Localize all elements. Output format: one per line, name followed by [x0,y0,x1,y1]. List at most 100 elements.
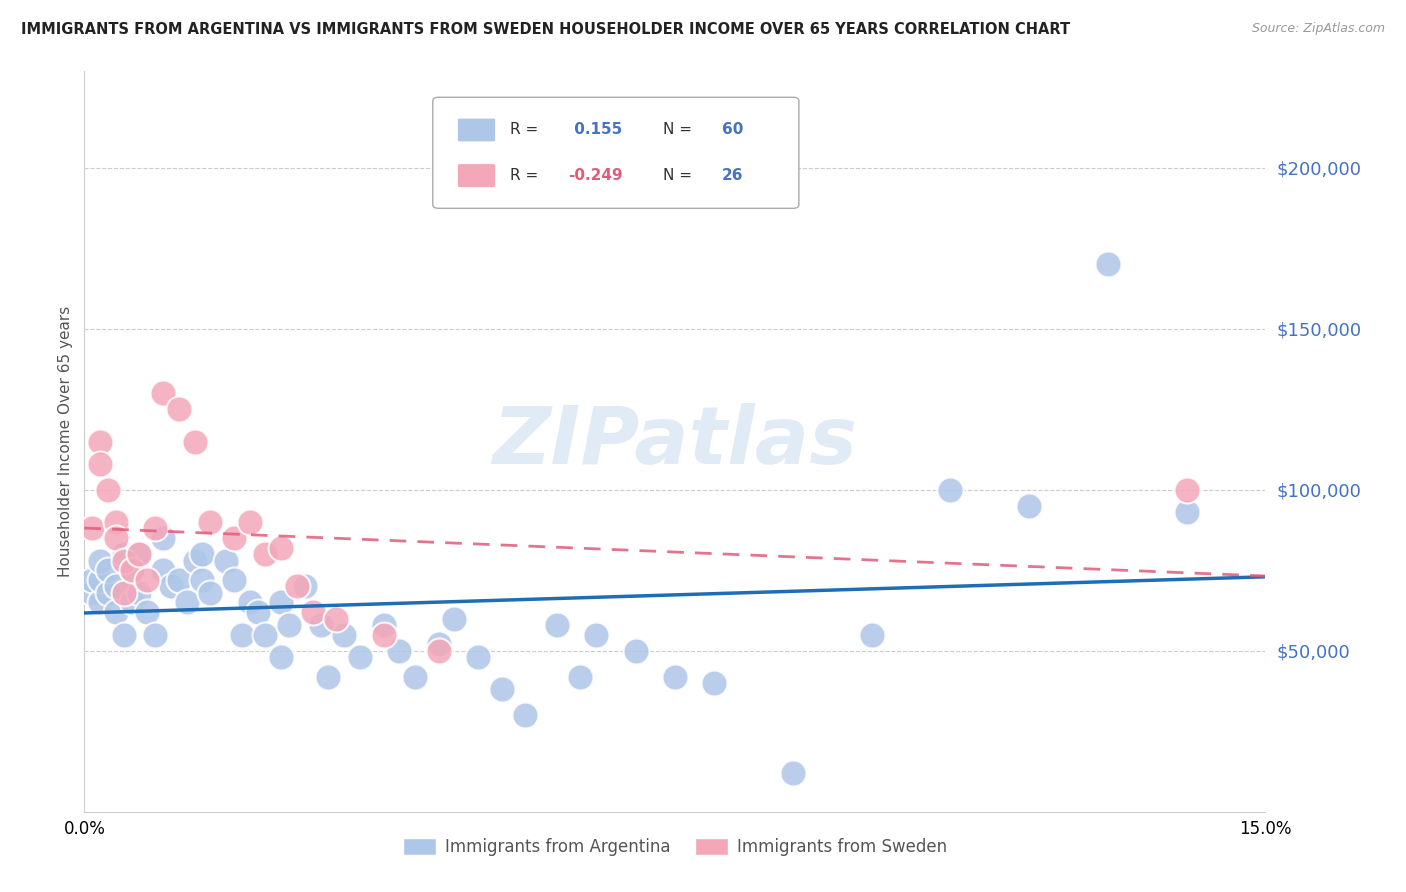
Point [254,628,277,642]
Point [104,515,127,529]
Point [89,457,111,471]
Point [82,586,104,600]
Point [152,531,174,545]
Point [239,595,262,609]
Point [128,586,150,600]
Point [569,669,592,683]
Point [104,605,127,619]
Point [318,669,340,683]
Point [167,573,190,587]
Point [200,586,222,600]
Point [89,573,111,587]
Point [167,402,190,417]
Point [270,595,292,609]
Point [270,541,292,555]
Point [183,554,205,568]
Point [160,579,183,593]
Point [546,618,568,632]
Point [200,515,222,529]
FancyBboxPatch shape [433,97,799,209]
Point [191,573,214,587]
Point [427,644,450,658]
Point [121,595,143,609]
Point [443,611,465,625]
Point [703,676,725,690]
Point [491,682,513,697]
FancyBboxPatch shape [457,118,495,142]
Text: N =: N = [664,168,697,183]
Point [1018,499,1040,513]
Point [388,644,411,658]
Point [301,605,323,619]
Point [239,515,262,529]
Point [215,554,238,568]
Point [152,563,174,577]
Point [128,547,150,561]
Text: ZIPatlas: ZIPatlas [492,402,858,481]
Point [231,628,253,642]
Point [782,766,804,780]
Point [112,628,135,642]
Point [270,650,292,665]
Point [121,563,143,577]
Point [585,628,607,642]
Point [89,554,111,568]
Point [112,586,135,600]
Point [294,579,316,593]
Point [1175,483,1198,497]
Point [143,521,166,535]
Point [112,547,135,561]
Point [222,573,245,587]
Point [143,628,166,642]
Text: R =: R = [509,168,543,183]
Point [939,483,962,497]
Point [1175,505,1198,519]
Point [82,521,104,535]
Point [349,650,371,665]
Text: Source: ZipAtlas.com: Source: ZipAtlas.com [1251,22,1385,36]
Text: 60: 60 [723,122,744,137]
Point [97,483,120,497]
Point [121,563,143,577]
Point [89,434,111,449]
Point [373,618,395,632]
Point [136,573,159,587]
Text: N =: N = [664,122,697,137]
Point [112,554,135,568]
Point [176,595,198,609]
Point [152,386,174,401]
Point [427,637,450,651]
Point [191,547,214,561]
Point [467,650,489,665]
Point [285,579,308,593]
Point [278,618,301,632]
Text: R =: R = [509,122,543,137]
FancyBboxPatch shape [457,164,495,187]
Point [309,618,332,632]
Point [1097,258,1119,272]
Point [373,628,395,642]
Point [104,579,127,593]
Point [664,669,686,683]
Point [333,628,356,642]
Y-axis label: Householder Income Over 65 years: Householder Income Over 65 years [58,306,73,577]
Point [183,434,205,449]
Legend: Immigrants from Argentina, Immigrants from Sweden: Immigrants from Argentina, Immigrants fr… [396,831,953,863]
Point [82,573,104,587]
Text: 26: 26 [723,168,744,183]
Point [104,531,127,545]
Point [97,563,120,577]
Point [128,547,150,561]
Point [254,547,277,561]
Point [246,605,269,619]
Point [860,628,883,642]
Point [89,595,111,609]
Point [97,586,120,600]
Text: IMMIGRANTS FROM ARGENTINA VS IMMIGRANTS FROM SWEDEN HOUSEHOLDER INCOME OVER 65 Y: IMMIGRANTS FROM ARGENTINA VS IMMIGRANTS … [21,22,1070,37]
Point [624,644,647,658]
Point [136,605,159,619]
Point [404,669,426,683]
Point [515,708,537,723]
Point [325,611,347,625]
Text: 0.155: 0.155 [568,122,621,137]
